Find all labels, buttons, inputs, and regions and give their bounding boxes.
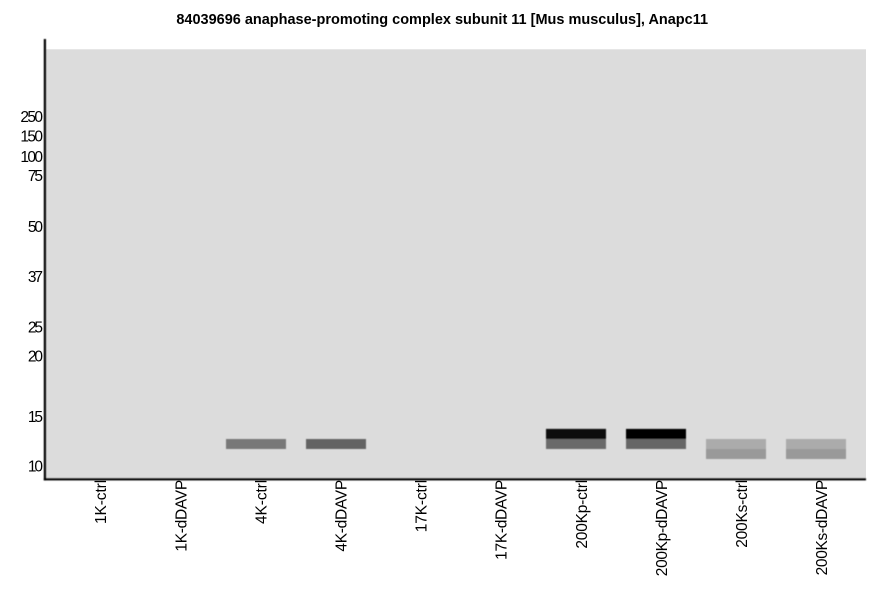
svg-text:200Kp-dDAVP: 200Kp-dDAVP: [654, 480, 671, 576]
svg-text:100: 100: [20, 149, 43, 166]
svg-text:1K-ctrl: 1K-ctrl: [93, 480, 110, 524]
svg-text:20: 20: [28, 349, 43, 366]
svg-text:17K-dDAVP: 17K-dDAVP: [494, 480, 511, 560]
svg-text:37: 37: [28, 269, 43, 286]
svg-text:84039696 anaphase-promoting co: 84039696 anaphase-promoting complex subu…: [176, 11, 708, 28]
svg-text:75: 75: [28, 168, 43, 185]
svg-text:200Ks-ctrl: 200Ks-ctrl: [734, 480, 751, 548]
svg-text:50: 50: [28, 219, 43, 236]
svg-text:4K-dDAVP: 4K-dDAVP: [334, 480, 351, 552]
svg-text:25: 25: [28, 320, 43, 337]
svg-text:150: 150: [20, 129, 43, 146]
svg-text:200Kp-ctrl: 200Kp-ctrl: [574, 480, 591, 549]
svg-text:10: 10: [28, 459, 43, 476]
svg-text:4K-ctrl: 4K-ctrl: [253, 480, 270, 524]
svg-text:250: 250: [20, 109, 43, 126]
svg-text:17K-ctrl: 17K-ctrl: [414, 480, 431, 532]
svg-text:15: 15: [28, 409, 43, 426]
svg-text:1K-dDAVP: 1K-dDAVP: [173, 480, 190, 552]
svg-text:200Ks-dDAVP: 200Ks-dDAVP: [814, 480, 831, 576]
